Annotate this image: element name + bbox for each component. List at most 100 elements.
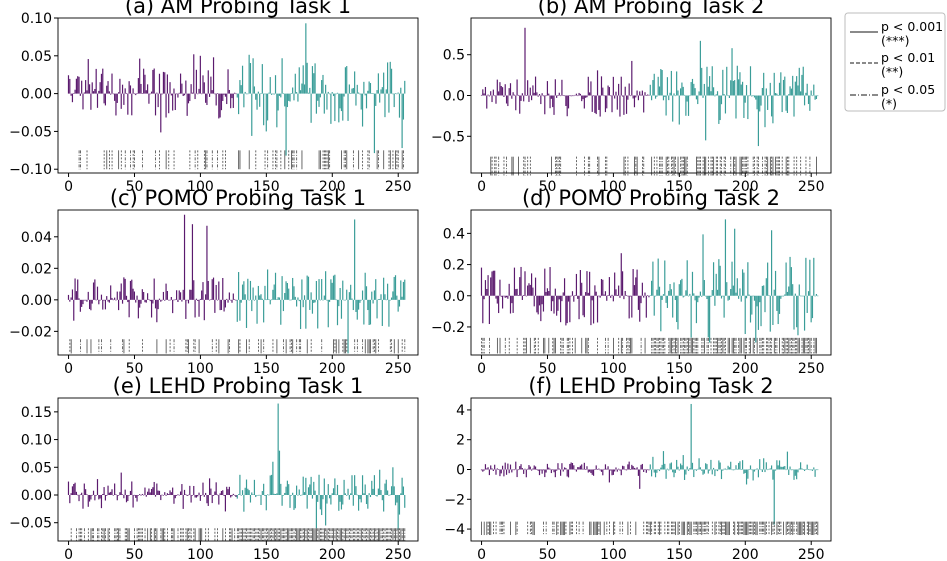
bar bbox=[747, 469, 749, 479]
bar bbox=[640, 295, 642, 304]
bar bbox=[85, 489, 87, 495]
bar bbox=[581, 95, 583, 102]
bar bbox=[202, 75, 204, 94]
bar bbox=[486, 95, 488, 109]
bar bbox=[637, 295, 639, 310]
bar bbox=[495, 469, 497, 475]
bar bbox=[148, 299, 150, 301]
bar bbox=[168, 494, 170, 495]
bar bbox=[726, 282, 728, 296]
bar bbox=[532, 468, 534, 470]
bar bbox=[674, 469, 676, 473]
bar bbox=[747, 95, 749, 120]
bar bbox=[735, 95, 737, 119]
bar bbox=[653, 295, 655, 316]
bar bbox=[176, 93, 178, 95]
bar bbox=[354, 475, 356, 495]
bar bbox=[557, 463, 559, 470]
bar bbox=[96, 93, 99, 108]
bar bbox=[96, 286, 99, 300]
bar bbox=[360, 299, 362, 301]
bar bbox=[379, 469, 381, 495]
bar bbox=[549, 267, 551, 296]
axes-frame bbox=[57, 209, 419, 356]
bar bbox=[129, 85, 132, 94]
bar bbox=[230, 299, 232, 301]
bar bbox=[240, 494, 242, 496]
bar bbox=[710, 91, 712, 96]
bar bbox=[681, 465, 683, 470]
bar bbox=[619, 295, 621, 298]
bar bbox=[373, 475, 376, 495]
bar bbox=[665, 95, 667, 116]
bar bbox=[215, 284, 217, 300]
x-tick-label: 250 bbox=[385, 547, 412, 561]
bar bbox=[334, 478, 336, 495]
bar bbox=[334, 93, 336, 122]
bar bbox=[590, 81, 592, 96]
bar bbox=[344, 299, 346, 301]
bar bbox=[248, 299, 250, 301]
bar bbox=[154, 93, 157, 116]
panels: (a) AM Probing Task 10 50 100 150 200 250−0.1… bbox=[9, 0, 832, 561]
bar bbox=[86, 90, 88, 94]
bar bbox=[723, 468, 725, 470]
bar bbox=[540, 295, 542, 322]
bar bbox=[214, 299, 216, 313]
bar bbox=[136, 93, 138, 94]
panel-1: (b) AM Probing Task 20 50 100 150 200 250−0.5… bbox=[431, 0, 832, 195]
bar bbox=[585, 292, 587, 296]
bar bbox=[158, 73, 161, 94]
bar bbox=[532, 85, 534, 96]
bar bbox=[815, 293, 818, 296]
bar bbox=[793, 469, 795, 480]
bar bbox=[133, 494, 136, 496]
bar bbox=[545, 95, 547, 97]
bar bbox=[744, 295, 746, 335]
bar bbox=[269, 77, 271, 94]
bar bbox=[183, 93, 186, 96]
bar bbox=[364, 93, 366, 96]
y-tick-label: 0.05 bbox=[21, 460, 52, 476]
bar bbox=[150, 299, 153, 318]
bar bbox=[534, 277, 537, 296]
bar bbox=[612, 76, 614, 96]
x-tick-label: 100 bbox=[600, 179, 627, 195]
bar bbox=[620, 253, 622, 296]
bar bbox=[139, 494, 141, 495]
bar bbox=[591, 295, 593, 301]
bar bbox=[186, 494, 188, 497]
bar bbox=[309, 87, 311, 94]
bar bbox=[565, 295, 567, 326]
bar bbox=[606, 295, 608, 301]
bar bbox=[154, 494, 157, 497]
bar bbox=[352, 299, 354, 311]
bar bbox=[682, 455, 684, 470]
y-tick-label: 0.4 bbox=[443, 226, 465, 242]
bar bbox=[166, 290, 168, 300]
bar bbox=[525, 469, 527, 478]
bar bbox=[299, 494, 302, 496]
bar bbox=[110, 285, 112, 300]
legend-label-0-line1: p < 0.001 bbox=[881, 19, 943, 34]
bar bbox=[203, 82, 205, 94]
bar bbox=[767, 262, 769, 296]
bar bbox=[172, 487, 174, 495]
bar bbox=[243, 281, 245, 300]
bar bbox=[153, 278, 155, 300]
bar bbox=[69, 78, 71, 94]
bar bbox=[635, 468, 637, 470]
bar bbox=[515, 461, 517, 470]
bar bbox=[603, 294, 605, 296]
bar bbox=[579, 269, 581, 296]
bar bbox=[814, 469, 816, 477]
y-tick-label: 2 bbox=[456, 433, 465, 449]
bar bbox=[265, 93, 267, 132]
bar bbox=[511, 295, 513, 304]
bar bbox=[654, 295, 657, 297]
bar bbox=[319, 494, 321, 510]
bar bbox=[162, 291, 165, 300]
bar bbox=[548, 467, 550, 470]
bar bbox=[606, 468, 608, 470]
bar bbox=[290, 93, 292, 94]
